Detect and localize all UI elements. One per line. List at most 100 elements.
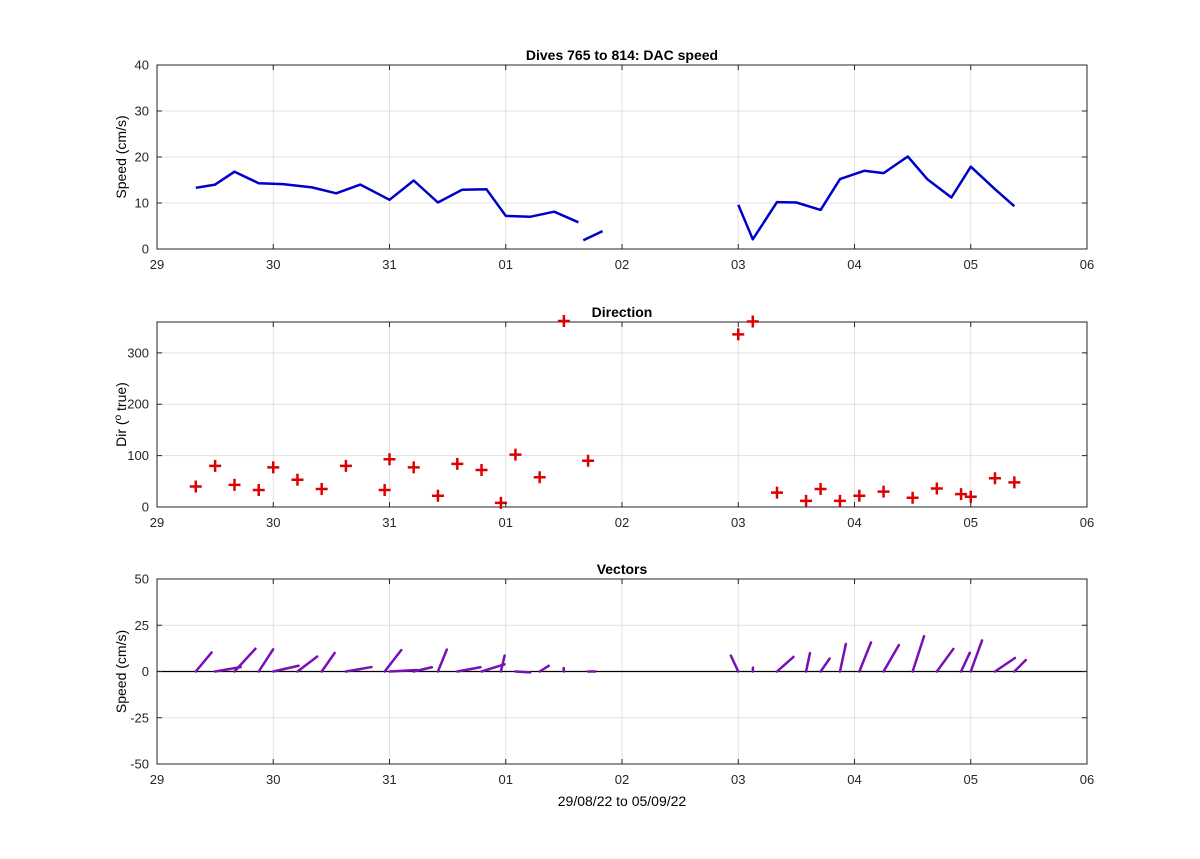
y-tick-label: 30 bbox=[135, 104, 149, 119]
speed-line-series bbox=[195, 155, 1016, 242]
direction-point bbox=[291, 473, 304, 486]
vectors-panel: -50 -25 0 25 50 29 30 31 01 02 03 04 05 06 Vectors S… bbox=[113, 561, 1094, 787]
direction-point bbox=[228, 478, 241, 491]
direction-point bbox=[732, 328, 745, 341]
direction-point bbox=[407, 461, 420, 474]
direction-point bbox=[431, 489, 444, 502]
x-tick-label: 03 bbox=[731, 772, 745, 787]
vector-stick bbox=[257, 648, 275, 673]
vector-stick bbox=[911, 634, 926, 673]
x-tick-label: 03 bbox=[731, 515, 745, 530]
direction-y-label-suffix: true) bbox=[113, 382, 129, 415]
direction-point bbox=[252, 484, 265, 497]
y-tick-label: 40 bbox=[135, 58, 149, 73]
direction-point bbox=[509, 448, 522, 461]
direction-point bbox=[494, 496, 507, 509]
vector-stick bbox=[838, 642, 848, 673]
speed-line-segment bbox=[737, 155, 1016, 241]
vector-stick bbox=[344, 665, 373, 673]
vector-stick bbox=[194, 651, 213, 673]
direction-x-ticks: 29 30 31 01 02 03 04 05 06 bbox=[150, 322, 1094, 530]
direction-chart-title: Direction bbox=[592, 304, 653, 320]
vector-stick bbox=[480, 663, 506, 673]
vector-stick bbox=[993, 656, 1017, 673]
direction-point bbox=[209, 459, 222, 472]
x-tick-label: 03 bbox=[731, 257, 745, 272]
x-tick-label: 04 bbox=[847, 515, 861, 530]
vector-stick bbox=[456, 665, 482, 673]
direction-point bbox=[771, 486, 783, 499]
x-tick-label: 02 bbox=[615, 772, 629, 787]
x-tick-label: 31 bbox=[382, 257, 396, 272]
speed-chart-title: Dives 765 to 814: DAC speed bbox=[526, 47, 718, 63]
vectors-x-ticks: 29 30 31 01 02 03 04 05 06 bbox=[150, 579, 1094, 787]
vector-stick bbox=[1013, 658, 1028, 673]
x-tick-label: 06 bbox=[1080, 515, 1094, 530]
vector-stick bbox=[388, 668, 419, 673]
vectors-chart-title: Vectors bbox=[597, 561, 648, 577]
x-tick-label: 05 bbox=[964, 257, 978, 272]
direction-y-label-degree: o bbox=[113, 414, 124, 420]
x-tick-label: 04 bbox=[847, 257, 861, 272]
x-tick-label: 31 bbox=[382, 515, 396, 530]
vector-stick bbox=[804, 651, 812, 673]
direction-point bbox=[451, 457, 464, 470]
y-tick-label: 20 bbox=[135, 150, 149, 165]
direction-point bbox=[582, 454, 595, 467]
vector-stick bbox=[538, 664, 550, 673]
x-tick-label: 02 bbox=[615, 515, 629, 530]
direction-point bbox=[988, 472, 1001, 485]
x-tick-label: 31 bbox=[382, 772, 396, 787]
direction-point bbox=[746, 315, 759, 328]
y-tick-label: 0 bbox=[142, 664, 149, 679]
y-tick-label: 50 bbox=[135, 572, 149, 587]
vectors-y-ticks: -50 -25 0 25 50 bbox=[130, 572, 1087, 772]
vector-stick bbox=[775, 655, 795, 673]
direction-point bbox=[339, 459, 352, 472]
x-tick-label: 06 bbox=[1080, 257, 1094, 272]
vectors-y-axis-label: Speed (cm/s) bbox=[113, 630, 129, 713]
x-tick-label: 29 bbox=[150, 257, 164, 272]
direction-point bbox=[853, 489, 866, 502]
vector-stick bbox=[819, 657, 831, 673]
direction-point bbox=[964, 490, 977, 503]
vector-stick bbox=[969, 639, 984, 673]
direction-y-axis-label: Dir (o true) bbox=[113, 382, 130, 447]
direction-point bbox=[475, 464, 488, 476]
x-tick-label: 29 bbox=[150, 515, 164, 530]
y-tick-label: 200 bbox=[127, 397, 149, 412]
vector-stick bbox=[514, 670, 532, 674]
x-tick-label: 29 bbox=[150, 772, 164, 787]
vector-stick bbox=[436, 648, 449, 673]
x-tick-label: 06 bbox=[1080, 772, 1094, 787]
speed-line-segment bbox=[195, 170, 579, 224]
x-tick-label: 30 bbox=[266, 515, 280, 530]
x-tick-label: 01 bbox=[499, 515, 513, 530]
speed-y-ticks: 0 10 20 30 40 bbox=[135, 58, 1087, 257]
y-tick-label: -50 bbox=[130, 757, 149, 772]
direction-point bbox=[833, 494, 846, 507]
direction-point bbox=[189, 480, 202, 493]
speed-panel: 0 10 20 30 40 29 30 31 01 02 03 04 05 06 Dives 765 t… bbox=[113, 47, 1094, 272]
vector-stick bbox=[272, 664, 300, 673]
y-tick-label: 10 bbox=[135, 196, 149, 211]
direction-point bbox=[877, 485, 890, 498]
vector-stick bbox=[296, 655, 319, 673]
direction-point bbox=[930, 482, 943, 495]
vector-stick bbox=[858, 641, 873, 673]
x-axis-label: 29/08/22 to 05/09/22 bbox=[558, 793, 687, 809]
x-tick-label: 04 bbox=[847, 772, 861, 787]
vectors-series bbox=[157, 634, 1087, 674]
direction-point bbox=[383, 453, 396, 466]
direction-point bbox=[557, 314, 570, 327]
vector-stick bbox=[935, 647, 955, 673]
x-tick-label: 01 bbox=[499, 257, 513, 272]
x-tick-label: 05 bbox=[964, 772, 978, 787]
direction-point bbox=[814, 483, 827, 496]
speed-x-ticks: 29 30 31 01 02 03 04 05 06 bbox=[150, 65, 1094, 272]
direction-point bbox=[315, 483, 328, 496]
direction-y-label-prefix: Dir ( bbox=[113, 420, 129, 447]
